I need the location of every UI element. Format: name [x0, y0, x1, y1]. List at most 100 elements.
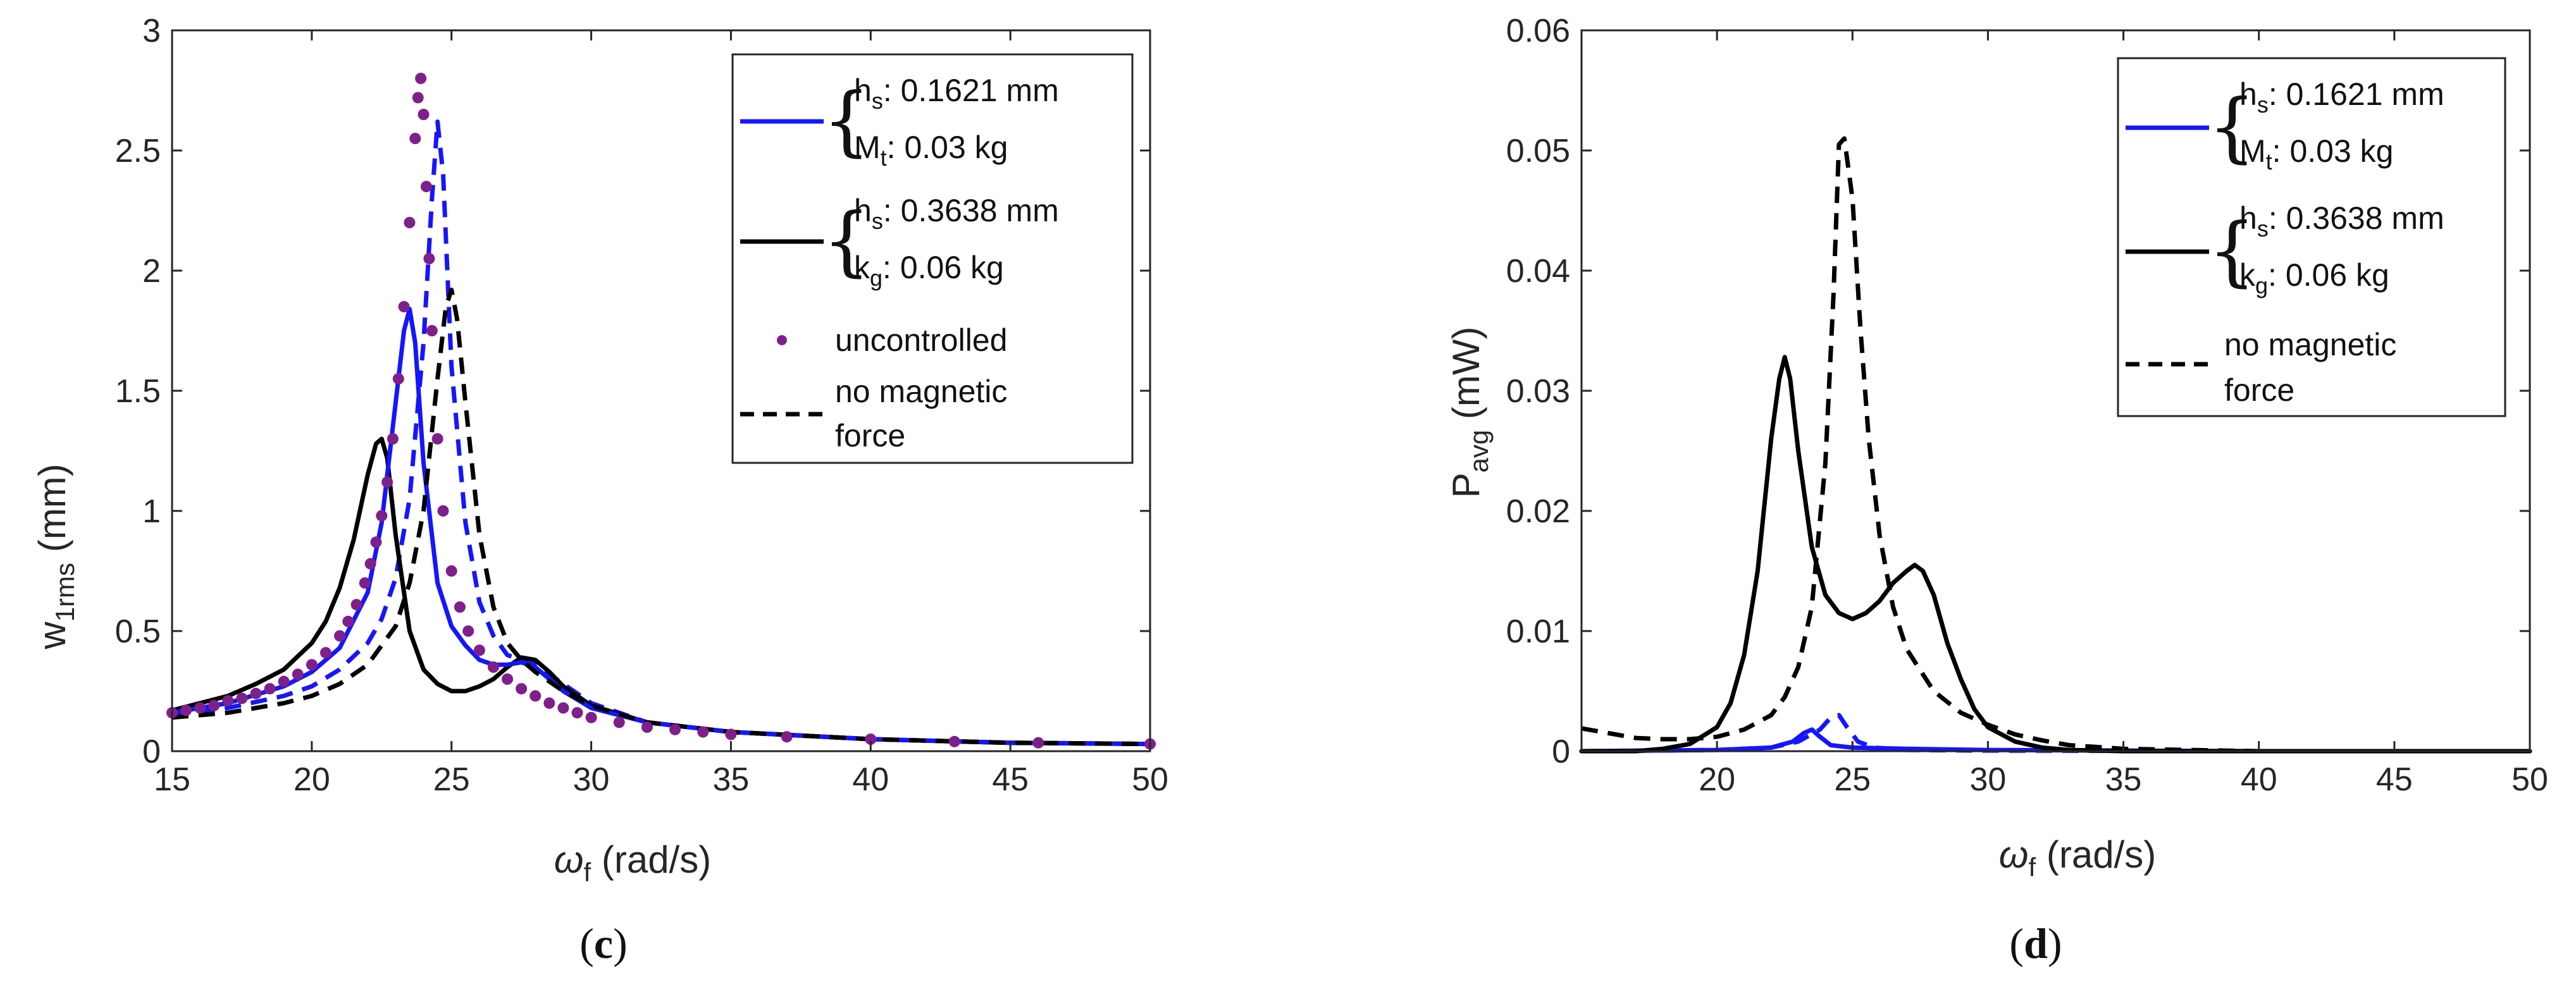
- legend-d-nomag-label1: no magnetic: [2224, 327, 2396, 362]
- x-tick-label: 20: [1699, 761, 1735, 798]
- data-point: [585, 711, 597, 723]
- chart-d-ylabel: Pavg (mW): [1445, 327, 1494, 498]
- series-line-no-magnetic-force: [171, 287, 1151, 747]
- data-point: [342, 615, 354, 627]
- data-point: [423, 253, 435, 264]
- data-point: [431, 433, 443, 445]
- y-tick-label: 0: [142, 733, 161, 770]
- legend-c-blue-line1: hs: 0.1621 mm: [854, 73, 1059, 114]
- y-tick-label: 0.04: [1506, 253, 1570, 290]
- data-point: [398, 301, 410, 312]
- x-tick-label: 45: [992, 761, 1029, 798]
- data-point: [454, 601, 466, 613]
- data-point: [781, 731, 793, 743]
- data-point: [418, 109, 430, 120]
- x-tick-label: 45: [2376, 761, 2413, 798]
- data-point: [350, 599, 362, 611]
- legend-c-uncontrolled-label: uncontrolled: [835, 322, 1007, 358]
- chart-d-axes: 20 25 30 35 40 45 50 0 0.01 0.02 0.03 0.04 0.05 0.06: [1506, 13, 2548, 798]
- data-point: [319, 647, 331, 659]
- chart-c-series: [166, 73, 1156, 750]
- chart-c-xlabel: ωf (rad/s): [554, 838, 711, 887]
- data-point: [306, 659, 318, 671]
- legend-d-black-brace: {: [2208, 207, 2256, 295]
- data-point: [292, 668, 304, 680]
- data-point: [669, 723, 681, 735]
- data-point: [571, 707, 583, 719]
- legend-d-nomag-label2: force: [2224, 372, 2294, 408]
- y-tick-label: 0.06: [1506, 13, 1570, 49]
- data-point: [437, 505, 449, 517]
- x-tick-label: 35: [713, 761, 750, 798]
- data-point: [865, 733, 877, 745]
- legend-c-uncontrolled-swatch: [777, 335, 787, 345]
- panel-label-c: (c): [579, 919, 628, 967]
- data-point: [409, 133, 421, 144]
- data-point: [462, 625, 474, 637]
- x-tick-label: 35: [2105, 761, 2142, 798]
- data-point: [529, 690, 542, 702]
- series-uncontrolled: [166, 73, 1156, 750]
- data-point: [376, 510, 388, 522]
- chart-panel-c: 15 20 25 30 35 40 45 50 0 0.5 1 1.5 2 2.5 3 w1rms (mm)…: [31, 13, 1168, 967]
- data-point: [1032, 737, 1044, 749]
- x-tick-label: 25: [433, 761, 470, 798]
- series-line-no-magnetic-force: [1581, 136, 2530, 754]
- data-point: [404, 217, 416, 228]
- x-tick-label: 30: [1970, 761, 2007, 798]
- y-tick-label: 2.5: [115, 133, 161, 169]
- x-tick-label: 20: [294, 761, 330, 798]
- data-point: [948, 735, 960, 747]
- data-point: [641, 721, 653, 733]
- panel-label-d: (d): [2009, 919, 2062, 967]
- data-point: [613, 716, 625, 728]
- legend-d-blue-line1: hs: 0.1621 mm: [2239, 77, 2444, 118]
- data-point: [381, 476, 393, 488]
- y-tick-label: 0: [1552, 733, 1570, 770]
- data-point: [502, 673, 514, 685]
- data-point: [250, 687, 262, 699]
- chart-c-legend: { hs: 0.1621 mm Mt: 0.03 kg { hs: 0.3638…: [731, 53, 1134, 464]
- y-tick-label: 0.5: [115, 613, 161, 650]
- legend-c-black-brace: {: [822, 197, 870, 285]
- data-point: [387, 433, 399, 445]
- data-point: [697, 726, 709, 738]
- data-point: [180, 704, 192, 716]
- data-point: [557, 702, 569, 714]
- x-tick-label: 50: [1132, 761, 1168, 798]
- y-tick-label: 0.02: [1506, 493, 1570, 530]
- legend-c-nomag-label1: no magnetic: [835, 374, 1007, 409]
- data-point: [426, 325, 438, 336]
- legend-c-blue-brace: {: [822, 77, 870, 165]
- chart-panel-d: 20 25 30 35 40 45 5000.010.020.030.040.050.06 …: [1445, 13, 2548, 967]
- chart-c-axes: 15 20 25 30 35 40 45 50 0 0.5 1 1.5 2 2.5 3: [115, 13, 1168, 798]
- y-tick-label: 1: [142, 493, 161, 530]
- data-point: [415, 73, 427, 84]
- data-point: [364, 558, 376, 570]
- legend-c-black-line1: hs: 0.3638 mm: [854, 193, 1059, 234]
- x-tick-label: 15: [154, 761, 190, 798]
- legend-c-black-line2: kg: 0.06 kg: [854, 250, 1004, 291]
- chart-d-xlabel: ωf (rad/s): [1999, 833, 2156, 882]
- data-point: [370, 536, 382, 548]
- data-point: [543, 697, 555, 709]
- legend-d-blue-brace: {: [2208, 83, 2256, 171]
- data-point: [412, 92, 424, 104]
- legend-c-nomag-label2: force: [835, 418, 905, 453]
- y-tick-label: 0.03: [1506, 373, 1570, 410]
- series-line-blue-dashed: [1581, 713, 2530, 754]
- data-point: [516, 683, 528, 695]
- y-tick-label: 0.05: [1506, 133, 1570, 169]
- data-point: [334, 630, 346, 642]
- data-point: [236, 692, 248, 704]
- data-point: [264, 683, 276, 695]
- data-point: [359, 577, 371, 589]
- data-point: [392, 373, 404, 384]
- y-tick-label: 2: [142, 253, 161, 290]
- data-point: [725, 728, 737, 740]
- x-tick-label: 25: [1834, 761, 1871, 798]
- y-tick-label: 1.5: [115, 373, 161, 410]
- chart-d-legend: { hs: 0.1621 mm Mt: 0.03 kg { hs: 0.3638…: [2117, 57, 2506, 417]
- data-point: [445, 565, 457, 577]
